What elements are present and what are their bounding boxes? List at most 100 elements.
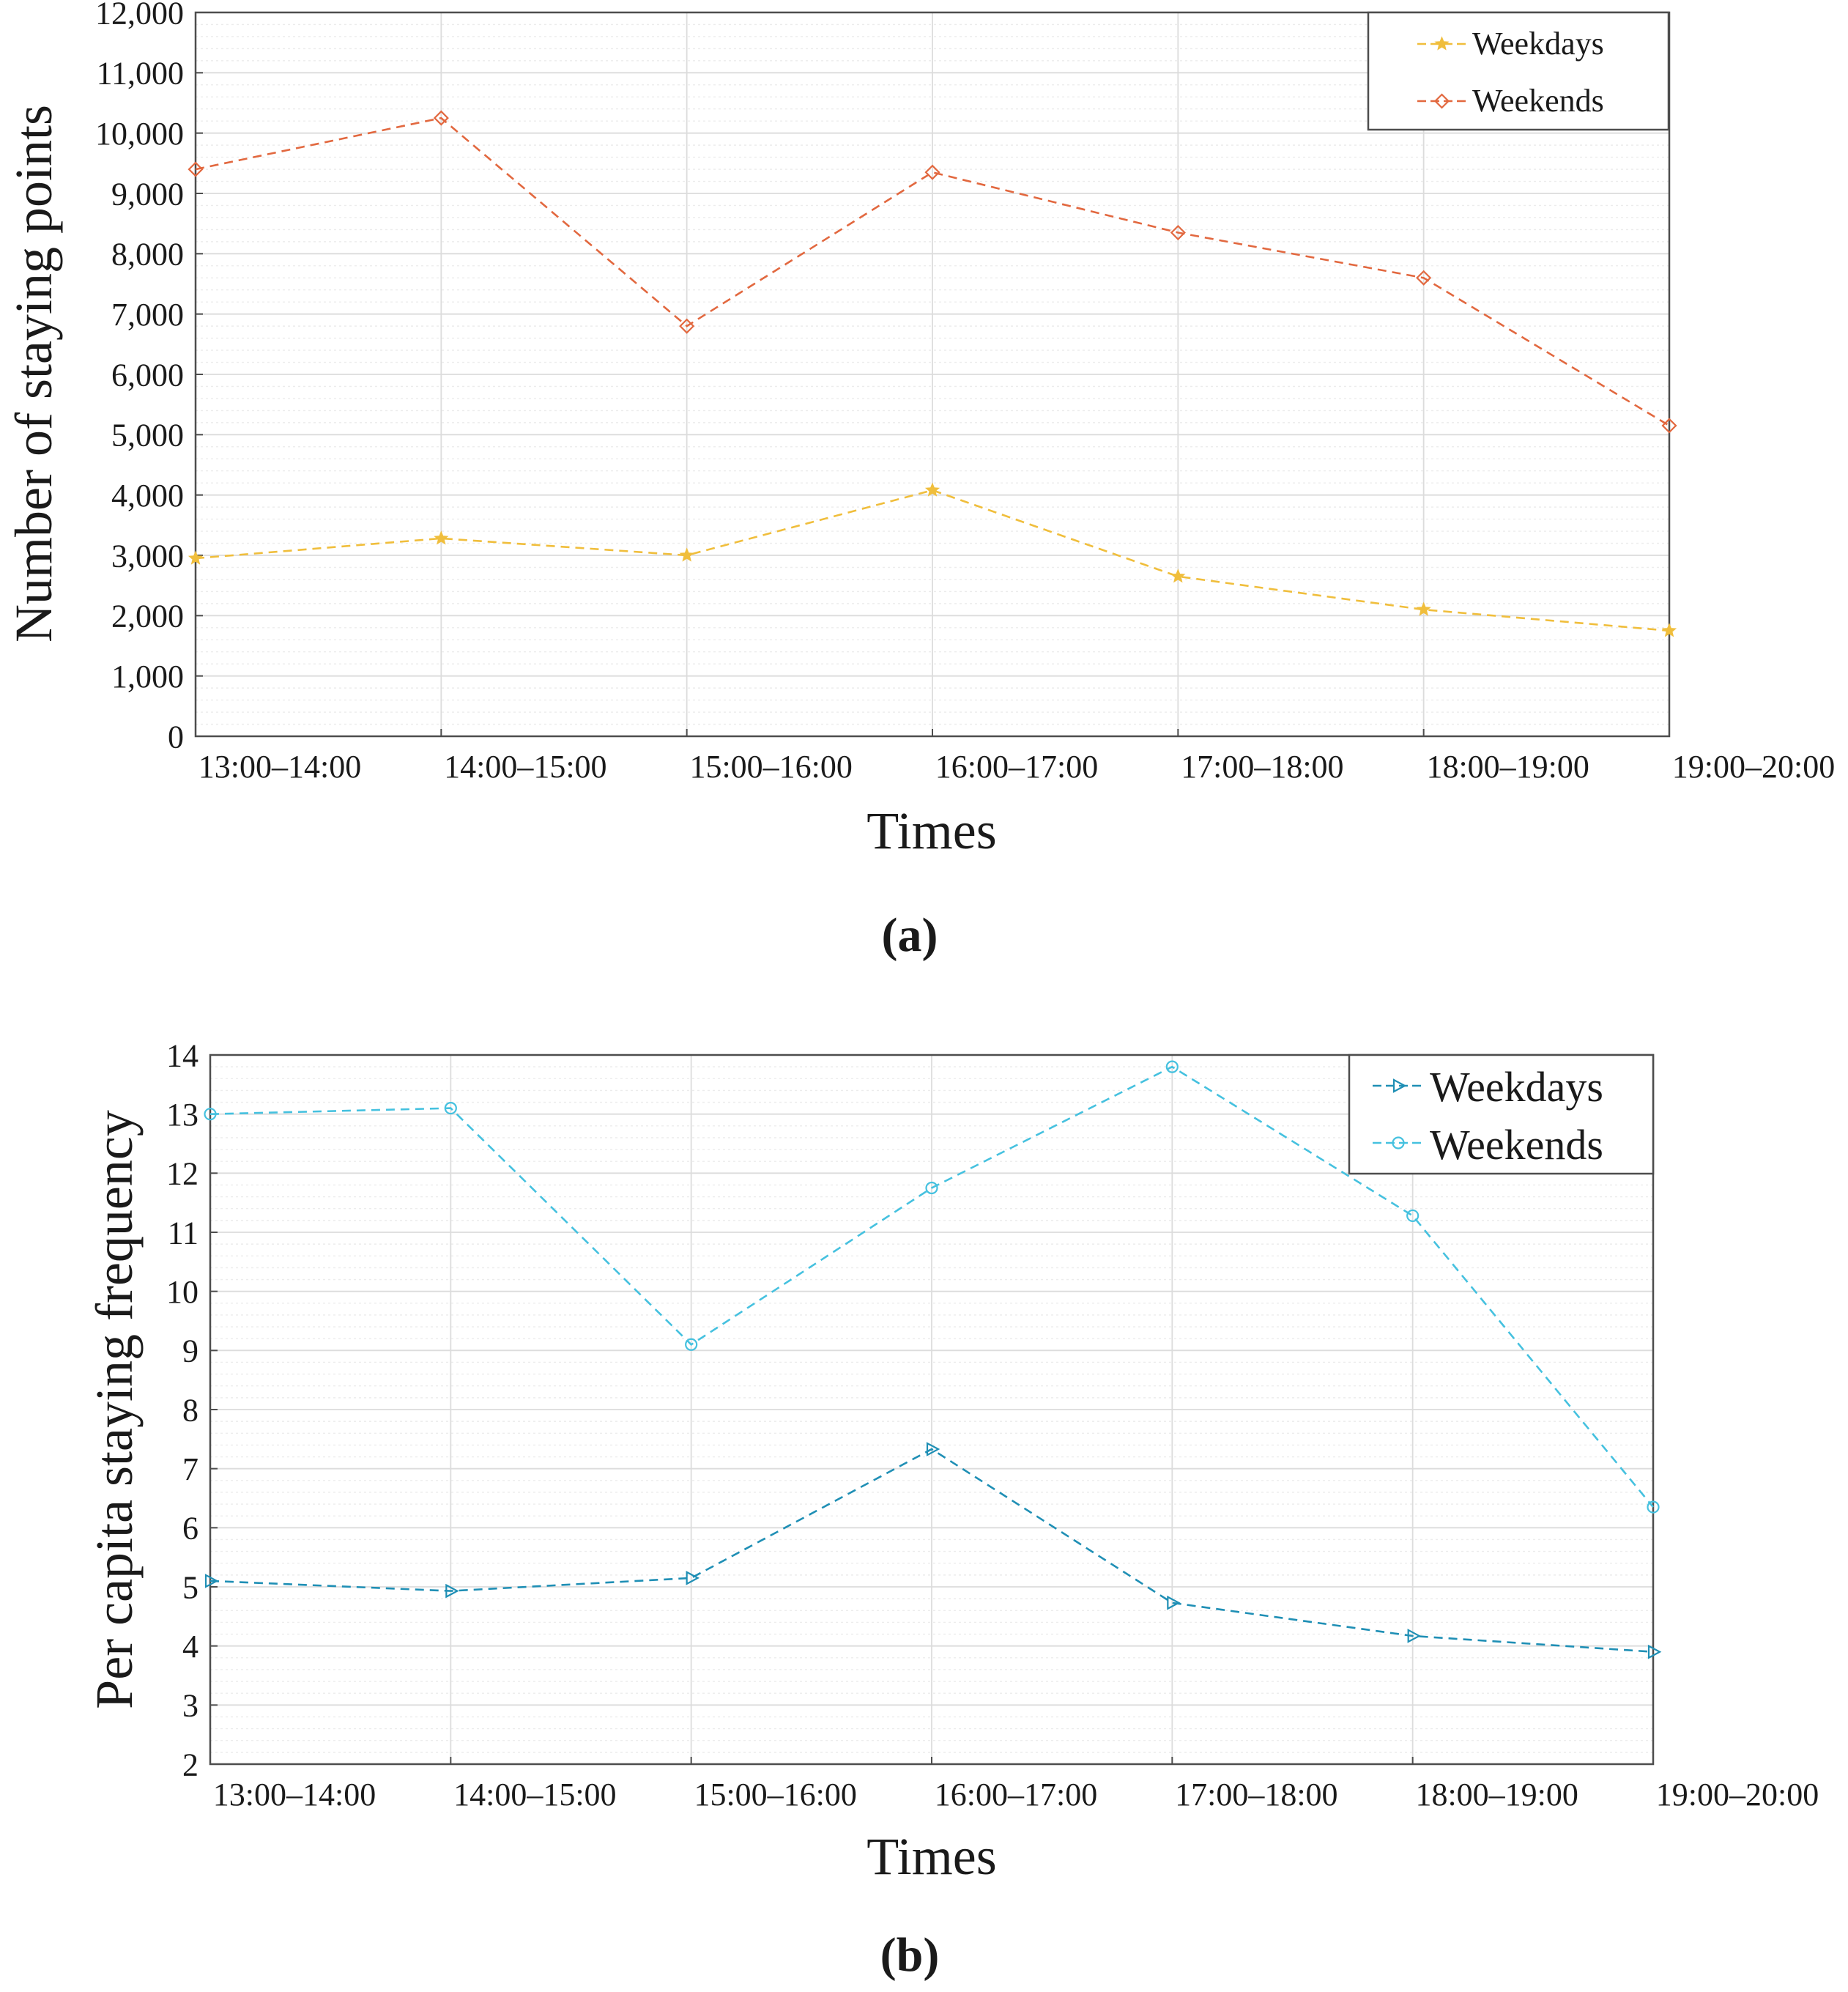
- circle-marker: [1165, 1060, 1179, 1073]
- x-ticks-a: 13:00–14:00 14:00–15:00 15:00–16:00 16:00–1…: [195, 729, 1835, 785]
- diamond-marker: [1170, 224, 1186, 241]
- panel-label-b: (b): [880, 1928, 940, 1982]
- y-tick-label: 7: [182, 1451, 198, 1487]
- y-tick-label: 7,000: [111, 297, 184, 333]
- y-tick-label: 6: [182, 1511, 198, 1547]
- legend-label-weekdays-a: Weekdays: [1472, 26, 1604, 62]
- x-tick-label: 19:00–20:00: [1672, 749, 1835, 785]
- triangle-marker: [686, 1571, 700, 1585]
- x-tick-label: 17:00–18:00: [1175, 1777, 1337, 1813]
- legend-box-a: [1367, 11, 1670, 131]
- diamond-marker: [679, 318, 695, 334]
- y-tick-label: 5: [182, 1569, 198, 1605]
- legend-marks-a: [1417, 36, 1466, 109]
- star-marker: [188, 550, 204, 565]
- x-axis-title-b: Times: [867, 1827, 996, 1886]
- y-axis-title-b: Per capita staying frequency: [85, 1110, 144, 1709]
- triangle-marker: [1407, 1629, 1422, 1643]
- y-tick-label: 3,000: [111, 538, 184, 574]
- y-tick-label: 4: [182, 1629, 198, 1665]
- y-tick-label: 12,000: [95, 0, 184, 31]
- diamond-marker: [1416, 270, 1432, 286]
- y-tick-label: 12: [166, 1156, 198, 1192]
- x-tick-label: 13:00–14:00: [213, 1777, 376, 1813]
- y-tick-label: 4,000: [111, 478, 184, 514]
- legend-triangle-marker: [1392, 1078, 1407, 1093]
- x-tick-label: 16:00–17:00: [935, 749, 1098, 785]
- chart-panel-b: 2 3 4 5 6 7 8 9 10 11 12 13 14 13:00–14:00 14:00–15:0…: [85, 1037, 1819, 1982]
- series-line-weekends: [209, 1065, 1655, 1508]
- y-tick-label: 13: [166, 1097, 198, 1133]
- y-tick-label: 14: [166, 1037, 198, 1073]
- triangle-marker: [926, 1442, 940, 1456]
- y-axis-title-a: Number of staying points: [4, 105, 63, 643]
- diamond-marker: [924, 164, 940, 180]
- circle-marker: [1406, 1209, 1420, 1223]
- series-a: [188, 110, 1677, 637]
- y-tick-label: 8: [182, 1392, 198, 1428]
- y-tick-label: 9: [182, 1333, 198, 1369]
- y-tick-label: 10: [166, 1274, 198, 1310]
- circle-marker: [685, 1338, 698, 1351]
- legend-star-marker: [1434, 36, 1450, 51]
- series-b: [204, 1060, 1662, 1659]
- diamond-marker: [433, 110, 449, 126]
- y-ticks-a: 0 1,000 2,000 3,000 4,000 5,000 6,000 7,000 8,00…: [95, 0, 203, 755]
- triangle-marker: [204, 1574, 219, 1588]
- x-tick-label: 15:00–16:00: [689, 749, 852, 785]
- diamond-marker: [1661, 418, 1677, 434]
- star-marker: [1416, 601, 1431, 616]
- x-tick-label: 14:00–15:00: [453, 1777, 616, 1813]
- x-tick-label: 18:00–19:00: [1415, 1777, 1578, 1813]
- series-line-weekdays: [209, 1448, 1654, 1653]
- y-tick-label: 2,000: [111, 599, 184, 634]
- legend-b: Weekdays Weekends: [1348, 1054, 1655, 1175]
- x-axis-title-a: Times: [867, 801, 996, 860]
- y-tick-label: 11: [168, 1215, 198, 1251]
- series-line-weekends: [195, 116, 1670, 427]
- circle-marker: [204, 1108, 217, 1121]
- legend-a: Weekdays Weekends: [1367, 11, 1670, 131]
- legend-circle-marker: [1392, 1136, 1405, 1149]
- circle-marker: [444, 1101, 457, 1115]
- star-marker: [1661, 623, 1677, 637]
- triangle-marker: [445, 1583, 459, 1599]
- star-marker: [434, 530, 449, 545]
- y-ticks-b: 2 3 4 5 6 7 8 9 10 11 12 13 14: [166, 1037, 218, 1782]
- y-tick-label: 6,000: [111, 357, 184, 393]
- y-tick-label: 1,000: [111, 659, 184, 695]
- x-tick-label: 18:00–19:00: [1426, 749, 1589, 785]
- y-tick-label: 9,000: [111, 176, 184, 212]
- circle-marker: [925, 1181, 938, 1195]
- legend-label-weekends-b: Weekends: [1430, 1121, 1603, 1169]
- x-tick-label: 13:00–14:00: [198, 749, 361, 785]
- legend-diamond-marker: [1433, 93, 1450, 109]
- chart-panel-a: 0 1,000 2,000 3,000 4,000 5,000 6,000 7,000 8,00…: [4, 0, 1835, 962]
- x-tick-label: 16:00–17:00: [935, 1777, 1097, 1813]
- x-tick-label: 14:00–15:00: [444, 749, 606, 785]
- triangle-marker: [1647, 1644, 1662, 1659]
- y-tick-label: 0: [168, 719, 184, 755]
- y-tick-label: 5,000: [111, 418, 184, 453]
- triangle-marker: [1167, 1595, 1181, 1610]
- y-tick-label: 2: [182, 1747, 198, 1782]
- circle-marker: [1647, 1500, 1660, 1514]
- y-tick-label: 8,000: [111, 237, 184, 273]
- x-tick-label: 17:00–18:00: [1181, 749, 1343, 785]
- star-marker: [679, 547, 694, 562]
- x-ticks-b: 13:00–14:00 14:00–15:00 15:00–16:00 16:00–1…: [209, 1757, 1819, 1813]
- legend-marks-b: [1373, 1078, 1424, 1149]
- y-tick-label: 10,000: [95, 116, 184, 152]
- star-marker: [924, 482, 940, 497]
- y-tick-label: 3: [182, 1688, 198, 1724]
- legend-label-weekends-a: Weekends: [1472, 83, 1604, 119]
- y-tick-label: 11,000: [97, 56, 184, 92]
- star-marker: [1170, 569, 1186, 583]
- legend-label-weekdays-b: Weekdays: [1430, 1063, 1603, 1111]
- x-tick-label: 15:00–16:00: [694, 1777, 856, 1813]
- x-tick-label: 19:00–20:00: [1656, 1777, 1819, 1813]
- legend-box-b: [1348, 1054, 1655, 1175]
- panel-label-a: (a): [882, 908, 938, 962]
- diamond-marker: [188, 161, 204, 177]
